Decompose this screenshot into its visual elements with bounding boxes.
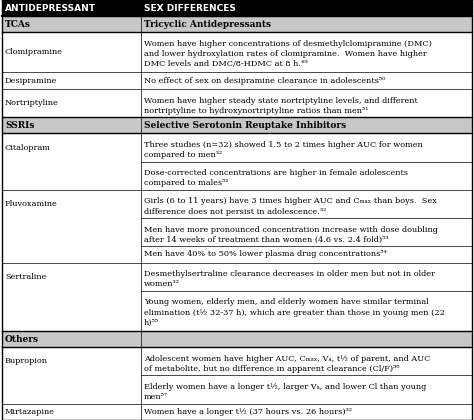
Text: Young women, elderly men, and elderly women have similar terminal
elimination (t: Young women, elderly men, and elderly wo… xyxy=(144,299,445,327)
Text: Men have more pronounced concentration increase with dose doubling
after 14 week: Men have more pronounced concentration i… xyxy=(144,226,438,244)
Text: Sertraline: Sertraline xyxy=(5,273,46,281)
Text: Elderly women have a longer t½, larger Vₐ, and lower Cl than young
men⁵⁷: Elderly women have a longer t½, larger V… xyxy=(144,383,426,401)
Text: Adolescent women have higher AUC, Cₘₐₓ, Vₐ, t½ of parent, and AUC
of metabolite,: Adolescent women have higher AUC, Cₘₐₓ, … xyxy=(144,355,430,373)
Text: Mirtazapine: Mirtazapine xyxy=(5,408,55,416)
Text: TCAs: TCAs xyxy=(5,20,31,29)
Text: Women have higher steady state nortriptyline levels, and different
nortriptyline: Women have higher steady state nortripty… xyxy=(144,97,418,115)
Bar xyxy=(2,347,472,375)
Text: ANTIDEPRESSANT: ANTIDEPRESSANT xyxy=(5,3,96,13)
Bar xyxy=(2,134,472,162)
Bar xyxy=(2,291,472,331)
Bar xyxy=(2,246,472,262)
Text: Selective Serotonin Reuptake Inhibitors: Selective Serotonin Reuptake Inhibitors xyxy=(144,121,346,130)
Bar xyxy=(2,331,472,347)
Text: Clomipramine: Clomipramine xyxy=(5,48,63,56)
Text: Women have a longer t½ (37 hours vs. 26 hours)³²: Women have a longer t½ (37 hours vs. 26 … xyxy=(144,408,352,416)
Bar xyxy=(2,218,472,246)
Bar xyxy=(2,190,472,218)
Bar xyxy=(2,32,472,73)
Text: Three studies (n=32) showed 1.5 to 2 times higher AUC for women
compared to men³: Three studies (n=32) showed 1.5 to 2 tim… xyxy=(144,141,422,159)
Text: Girls (6 to 11 years) have 3 times higher AUC and Cₘₐₓ than boys.  Sex
differenc: Girls (6 to 11 years) have 3 times highe… xyxy=(144,197,437,215)
Bar xyxy=(2,89,472,117)
Text: Desipramine: Desipramine xyxy=(5,76,57,85)
Text: SSRIs: SSRIs xyxy=(5,121,35,130)
Bar xyxy=(2,16,472,32)
Text: Tricyclic Antidepressants: Tricyclic Antidepressants xyxy=(144,20,271,29)
Text: Fluvoxamine: Fluvoxamine xyxy=(5,200,58,208)
Text: Bupropion: Bupropion xyxy=(5,357,48,365)
Bar xyxy=(2,73,472,89)
Text: Others: Others xyxy=(5,335,39,344)
Bar xyxy=(2,375,472,404)
Text: Dose-corrected concentrations are higher in female adolescents
compared to males: Dose-corrected concentrations are higher… xyxy=(144,169,408,187)
Text: Nortriptyline: Nortriptyline xyxy=(5,99,59,107)
Bar xyxy=(2,262,472,291)
Text: No effect of sex on desipramine clearance in adolescents⁵⁰: No effect of sex on desipramine clearanc… xyxy=(144,76,385,85)
Text: SEX DIFFERENCES: SEX DIFFERENCES xyxy=(144,3,236,13)
Text: Women have higher concentrations of desmethylclomipramine (DMC)
and lower hydrox: Women have higher concentrations of desm… xyxy=(144,40,431,68)
Bar xyxy=(2,0,472,16)
Text: Men have 40% to 50% lower plasma drug concentrations⁵⁴: Men have 40% to 50% lower plasma drug co… xyxy=(144,250,386,258)
Text: Citalopram: Citalopram xyxy=(5,144,51,152)
Bar xyxy=(2,117,472,134)
Text: Desmethylsertraline clearance decreases in older men but not in older
women³²: Desmethylsertraline clearance decreases … xyxy=(144,270,435,289)
Bar xyxy=(2,162,472,190)
Bar xyxy=(2,404,472,420)
